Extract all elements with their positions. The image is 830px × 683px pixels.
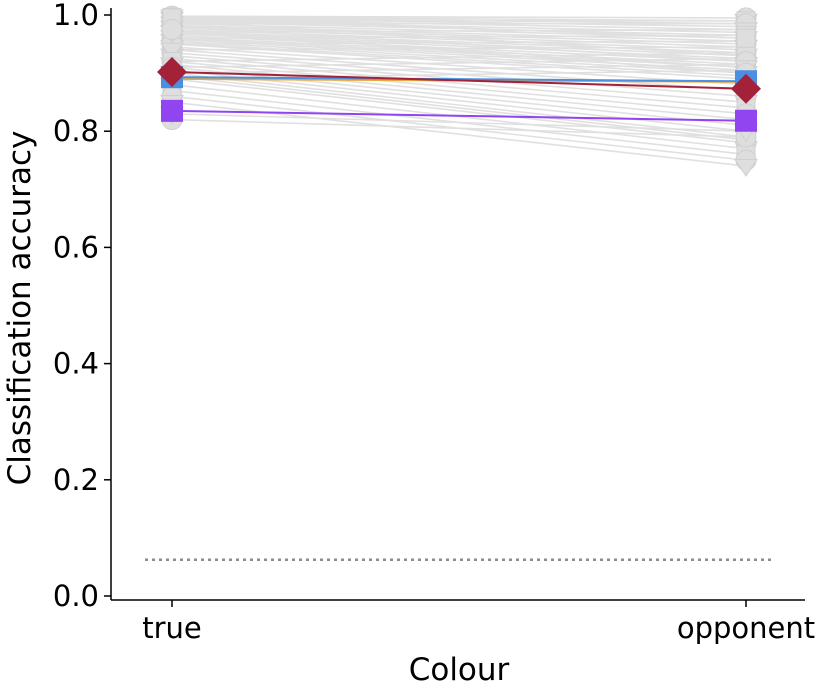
background-series-line [171, 46, 747, 86]
series-point [735, 109, 757, 132]
series-point [161, 99, 183, 122]
series-point [157, 56, 187, 87]
y-tick-label: 0.0 [53, 579, 99, 613]
y-tick-label: 0.4 [53, 347, 99, 381]
background-series-line [171, 25, 747, 63]
background-series-line [171, 40, 747, 45]
background-point [161, 19, 183, 41]
background-series-line [171, 78, 747, 144]
background-series-line [171, 118, 747, 138]
x-axis-label: Colour [409, 652, 510, 683]
background-point [160, 42, 184, 61]
x-tick-label: opponent [677, 611, 815, 645]
y-tick-label: 0.8 [53, 114, 99, 148]
background-series-line [171, 28, 747, 74]
background-series-line [171, 51, 747, 63]
background-series-line [171, 17, 747, 28]
y-axis-label: Classification accuracy [2, 131, 38, 486]
background-series-line [171, 46, 747, 51]
background-series-line [171, 17, 747, 40]
background-point [734, 158, 758, 177]
series-point [731, 73, 761, 104]
background-series-line [171, 49, 747, 92]
background-series-line [171, 112, 747, 132]
background-series-layer [160, 5, 758, 177]
y-tick-label: 1.0 [53, 0, 99, 32]
background-series-line [171, 75, 747, 141]
background-series-line [171, 42, 747, 77]
background-series-line [171, 15, 747, 19]
highlighted-series-layer [157, 56, 761, 132]
series-line [171, 76, 747, 83]
y-tick-label: 0.6 [53, 230, 99, 264]
series-line [171, 109, 747, 122]
x-ticks: true opponent [142, 600, 815, 645]
background-series-line [171, 57, 747, 109]
x-tick-label: true [142, 611, 202, 645]
background-series-line [171, 60, 747, 115]
background-series-line [171, 31, 747, 69]
y-tick-label: 0.2 [53, 463, 99, 497]
background-series-line [171, 24, 747, 42]
background-point [736, 28, 756, 48]
y-ticks: 0.0 0.2 0.4 0.6 0.8 1.0 [53, 0, 111, 613]
background-series-line [171, 63, 747, 121]
series-line [171, 70, 747, 90]
background-series-line [171, 57, 747, 69]
background-series-line [171, 72, 747, 138]
background-series-line [171, 20, 747, 57]
